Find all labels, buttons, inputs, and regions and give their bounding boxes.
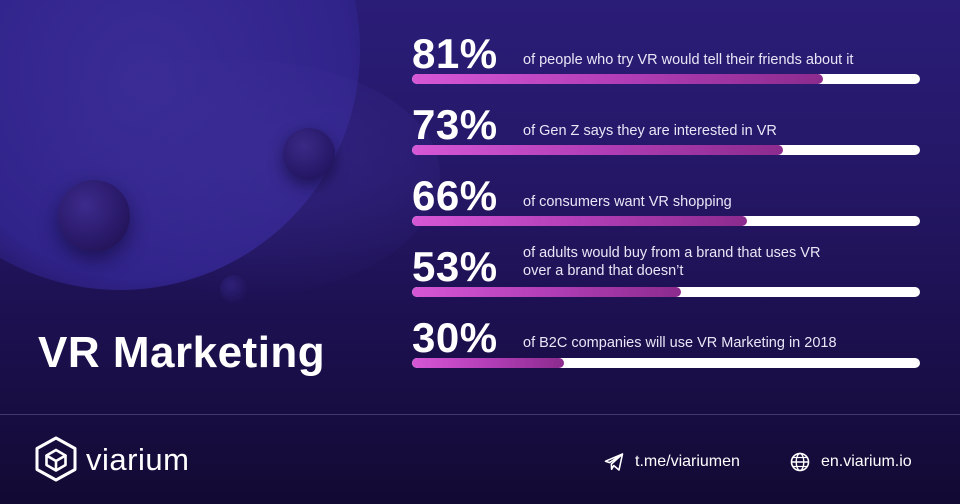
page-title: VR Marketing	[38, 328, 326, 377]
stat-row: 30% of B2C companies will use VR Marketi…	[412, 314, 920, 374]
stat-percent: 53%	[412, 243, 498, 290]
stat-row: 66% of consumers want VR shopping	[412, 172, 920, 232]
progress-fill	[412, 287, 682, 297]
stat-description: of B2C companies will use VR Marketing i…	[523, 335, 837, 351]
globe-icon	[790, 452, 810, 472]
progress-track	[412, 358, 920, 368]
brand-logo[interactable]: viarium	[34, 436, 234, 482]
decorative-sphere	[283, 128, 335, 180]
website-link-text: en.viarium.io	[821, 453, 912, 470]
cube-logo-icon	[35, 436, 77, 482]
progress-fill	[412, 145, 783, 155]
stat-description: of people who try VR would tell their fr…	[523, 52, 854, 68]
stat-percent: 30%	[412, 314, 498, 361]
progress-track	[412, 74, 920, 84]
telegram-link-text: t.me/viariumen	[635, 453, 740, 470]
stat-description: of consumers want VR shopping	[523, 194, 732, 210]
stat-percent: 66%	[412, 172, 498, 219]
stat-row: 73% of Gen Z says they are interested in…	[412, 101, 920, 161]
decorative-sphere	[58, 180, 130, 252]
stat-row: 81% of people who try VR would tell thei…	[412, 30, 920, 90]
stat-description: of Gen Z says they are interested in VR	[523, 123, 777, 139]
progress-fill	[412, 74, 824, 84]
telegram-send-icon	[604, 453, 624, 471]
progress-track	[412, 287, 920, 297]
stat-description: of adults would buy from a brand that us…	[523, 245, 821, 279]
background-wave	[20, 60, 440, 300]
progress-fill	[412, 358, 565, 368]
progress-track	[412, 216, 920, 226]
progress-fill	[412, 216, 748, 226]
stat-percent: 73%	[412, 101, 498, 148]
stat-row: 53% of adults would buy from a brand tha…	[412, 243, 920, 303]
progress-track	[412, 145, 920, 155]
footer-divider	[0, 414, 960, 415]
stat-percent: 81%	[412, 30, 498, 77]
decorative-sphere	[220, 275, 248, 303]
brand-name: viarium	[86, 442, 190, 477]
